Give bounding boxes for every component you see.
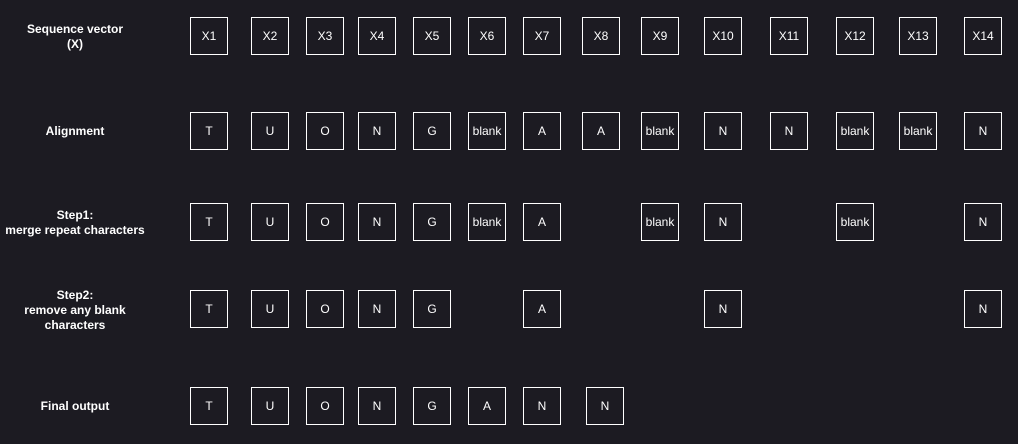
sequence-cell: X6 [468, 17, 506, 55]
sequence-cell: A [523, 112, 561, 150]
sequence-cell: X9 [641, 17, 679, 55]
sequence-cell: N [704, 290, 742, 328]
sequence-cell: N [586, 387, 624, 425]
sequence-cell: N [523, 387, 561, 425]
sequence-cell: G [413, 112, 451, 150]
sequence-cell: X4 [358, 17, 396, 55]
sequence-cell: blank [468, 203, 506, 241]
sequence-cell: A [468, 387, 506, 425]
sequence-cell: O [306, 290, 344, 328]
sequence-cell: X1 [190, 17, 228, 55]
sequence-cell: blank [836, 203, 874, 241]
sequence-cell: X5 [413, 17, 451, 55]
sequence-cell: U [251, 387, 289, 425]
sequence-cell: X11 [770, 17, 808, 55]
sequence-cell: G [413, 203, 451, 241]
sequence-cell: O [306, 387, 344, 425]
sequence-cell: blank [641, 203, 679, 241]
sequence-cell: N [358, 290, 396, 328]
sequence-cell: X7 [523, 17, 561, 55]
sequence-cell: T [190, 203, 228, 241]
sequence-cell: O [306, 112, 344, 150]
sequence-cell: A [523, 203, 561, 241]
sequence-cell: blank [899, 112, 937, 150]
sequence-cell: X8 [582, 17, 620, 55]
sequence-cell: U [251, 203, 289, 241]
sequence-cell: N [964, 290, 1002, 328]
sequence-cell: T [190, 387, 228, 425]
sequence-cell: X3 [306, 17, 344, 55]
sequence-cell: N [704, 112, 742, 150]
sequence-cell: X13 [899, 17, 937, 55]
sequence-cell: N [358, 203, 396, 241]
row-label: Sequence vector (X) [26, 22, 124, 51]
sequence-cell: blank [836, 112, 874, 150]
sequence-cell: blank [468, 112, 506, 150]
row-label: Step1: merge repeat characters [5, 208, 145, 237]
row-label: Final output [40, 399, 110, 413]
sequence-cell: T [190, 112, 228, 150]
sequence-cell: X12 [836, 17, 874, 55]
sequence-cell: N [358, 387, 396, 425]
sequence-cell: A [582, 112, 620, 150]
sequence-cell: O [306, 203, 344, 241]
sequence-cell: N [358, 112, 396, 150]
sequence-cell: U [251, 290, 289, 328]
sequence-cell: X2 [251, 17, 289, 55]
row-label: Alignment [45, 124, 105, 138]
sequence-cell: A [523, 290, 561, 328]
sequence-cell: N [964, 203, 1002, 241]
sequence-cell: X14 [964, 17, 1002, 55]
sequence-cell: G [413, 387, 451, 425]
sequence-cell: N [704, 203, 742, 241]
sequence-cell: N [770, 112, 808, 150]
sequence-cell: G [413, 290, 451, 328]
sequence-cell: U [251, 112, 289, 150]
sequence-cell: N [964, 112, 1002, 150]
sequence-cell: X10 [704, 17, 742, 55]
row-label: Step2: remove any blank characters [24, 288, 126, 332]
sequence-cell: T [190, 290, 228, 328]
sequence-cell: blank [641, 112, 679, 150]
